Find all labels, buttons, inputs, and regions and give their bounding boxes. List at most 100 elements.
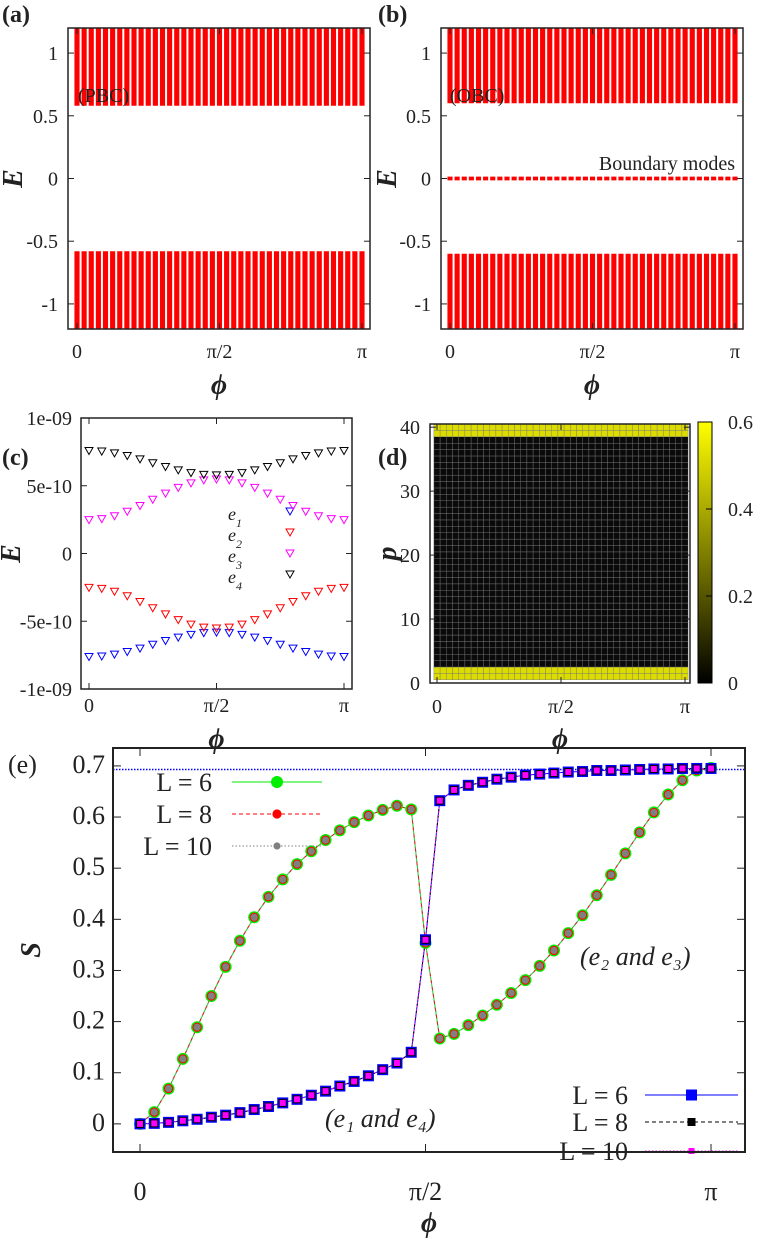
heatmap-cell — [551, 423, 559, 431]
heatmap-cell — [681, 590, 689, 597]
triangle-marker — [198, 470, 209, 480]
heatmap-cell — [601, 660, 608, 668]
heatmap-cell — [663, 487, 670, 495]
heatmap-cell — [526, 526, 534, 533]
band-bar — [454, 28, 460, 104]
heatmap-cell — [464, 602, 472, 610]
heatmap-cell — [570, 545, 577, 553]
band-bar — [95, 251, 101, 329]
heatmap-cell — [663, 481, 670, 489]
band-bar — [589, 28, 596, 104]
heatmap-cell — [663, 506, 670, 514]
square-marker — [365, 1072, 372, 1079]
heatmap-cell — [619, 596, 627, 604]
panel-label: (b) — [378, 2, 407, 28]
heatmap-cell — [681, 526, 689, 533]
heatmap-cell — [433, 609, 441, 617]
triangle-marker — [96, 515, 107, 524]
heatmap-cell — [594, 494, 602, 501]
heatmap-cell — [489, 506, 497, 514]
heatmap-cell — [545, 449, 552, 457]
heatmap-cell — [489, 468, 497, 476]
heatmap-cell — [594, 430, 602, 437]
band-bar — [618, 28, 624, 104]
heatmap-cell — [439, 615, 447, 623]
heatmap-cell — [563, 551, 571, 559]
heatmap-cell — [495, 583, 503, 591]
circle-marker — [321, 836, 330, 844]
heatmap-cell — [439, 538, 447, 546]
heatmap-cell — [520, 442, 528, 450]
triangle-marker — [122, 647, 133, 657]
heatmap-cell — [433, 430, 441, 437]
heatmap-cell — [607, 519, 614, 527]
heatmap-cell — [675, 596, 683, 604]
heatmap-cell — [613, 609, 621, 617]
heatmap-cell — [464, 590, 472, 597]
heatmap-cell — [470, 526, 478, 533]
heatmap-cell — [477, 564, 484, 572]
heatmap-cell — [619, 423, 627, 431]
heatmap-cell — [663, 583, 670, 591]
heatmap-cell — [656, 609, 664, 617]
heatmap-cell — [601, 564, 608, 572]
heatmap-cell — [632, 628, 639, 636]
heatmap-cell — [433, 660, 441, 668]
heatmap-cell — [508, 462, 515, 469]
heatmap-cell — [470, 462, 478, 469]
heatmap-cell — [570, 500, 577, 508]
legend-label: L = 6 — [572, 1081, 628, 1110]
heatmap-cell — [464, 526, 472, 533]
heatmap-cell — [433, 602, 441, 610]
heatmap-cell — [638, 545, 645, 553]
square-marker — [393, 1060, 400, 1067]
heatmap-cell — [656, 442, 664, 450]
heatmap-cell — [663, 666, 670, 674]
heatmap-cell — [557, 500, 565, 508]
heatmap-cell — [433, 526, 441, 533]
square-marker — [179, 1117, 186, 1124]
heatmap-cell — [495, 474, 503, 482]
heatmap-cell — [508, 436, 515, 444]
heatmap-cell — [650, 519, 658, 527]
heatmap-cell — [464, 564, 472, 572]
heatmap-cell — [576, 634, 583, 642]
heatmap-cell — [650, 596, 658, 604]
heatmap-cell — [570, 474, 577, 482]
band-bar — [195, 28, 201, 106]
heatmap-cell — [446, 558, 453, 565]
heatmap-cell — [669, 654, 676, 661]
band-bar — [654, 253, 660, 329]
heatmap-cell — [501, 673, 509, 681]
heatmap-cell — [582, 513, 590, 521]
heatmap-cell — [644, 647, 652, 655]
heatmap-cell — [452, 545, 459, 553]
heatmap-cell — [526, 660, 534, 668]
triangle-marker — [249, 483, 260, 493]
heatmap-cell — [563, 532, 571, 540]
heatmap-cell — [681, 602, 689, 610]
heatmap-cell — [570, 506, 577, 514]
heatmap-cell — [570, 673, 577, 681]
heatmap-cell — [483, 628, 490, 636]
heatmap-cell — [526, 506, 534, 514]
triangle-marker — [288, 597, 298, 607]
heatmap-cell — [501, 615, 509, 623]
heatmap-cell — [532, 609, 540, 617]
y-tick-label: 0 — [92, 1108, 105, 1137]
heatmap-cell — [557, 455, 565, 463]
heatmap-cell — [619, 494, 627, 501]
heatmap-cell — [625, 519, 633, 527]
heatmap-cell — [433, 506, 441, 514]
heatmap-cell — [508, 519, 515, 527]
heatmap-cell — [520, 545, 528, 553]
heatmap-cell — [470, 558, 478, 565]
heatmap-cell — [458, 468, 466, 476]
heatmap-cell — [458, 583, 466, 591]
heatmap-cell — [520, 583, 528, 591]
heatmap-cell — [625, 564, 633, 572]
heatmap-cell — [483, 449, 490, 457]
heatmap-cell — [625, 487, 633, 495]
heatmap-cell — [681, 430, 689, 437]
